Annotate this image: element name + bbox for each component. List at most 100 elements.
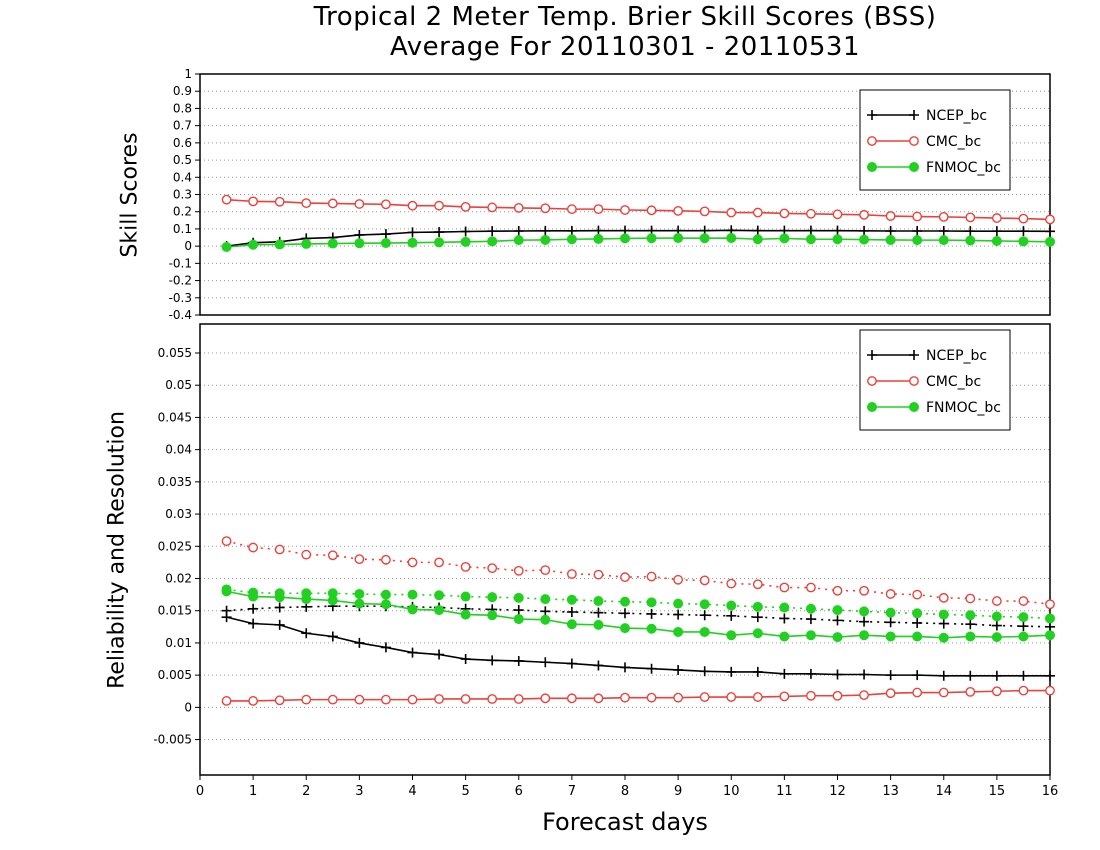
x-tick-label: 5 [461, 784, 469, 799]
data-point-circle [540, 565, 551, 576]
x-tick-label: 1 [249, 784, 257, 799]
x-tick-label: 9 [674, 784, 682, 799]
data-point-circle [460, 694, 471, 704]
legend-marker [867, 136, 877, 146]
data-point-plus [832, 669, 843, 680]
y-tick-label: 0 [184, 700, 192, 714]
data-point-circle [513, 203, 524, 213]
data-point-plus [965, 226, 976, 237]
data-point-plus [965, 619, 976, 630]
data-point-plus [513, 225, 524, 236]
data-point-dot [434, 237, 445, 248]
data-point-circle [885, 211, 896, 221]
data-point-circle [487, 563, 498, 574]
data-point-circle [354, 554, 365, 565]
data-point-plus [912, 670, 923, 681]
data-point-plus [805, 614, 816, 625]
data-point-circle [460, 201, 471, 212]
series-line [226, 540, 1051, 606]
data-point-dot [354, 598, 365, 609]
data-point-circle [434, 557, 444, 568]
x-tick-label: 10 [723, 784, 740, 799]
data-point-dot [487, 610, 498, 621]
y-tick-label: -0.4 [169, 308, 192, 322]
data-point-dot [726, 233, 737, 244]
data-point-dot [726, 600, 737, 611]
data-point-circle [699, 575, 710, 586]
data-point-dot [991, 632, 1002, 643]
data-point-circle [274, 695, 285, 706]
data-point-dot [301, 238, 312, 249]
data-point-dot [673, 598, 684, 609]
data-point-plus [832, 225, 843, 236]
data-point-plus [752, 225, 763, 236]
data-point-plus [566, 606, 577, 617]
data-point-circle [859, 585, 869, 596]
x-tick-label: 0 [196, 784, 204, 799]
data-point-plus [885, 670, 896, 681]
x-tick-label: 12 [829, 784, 846, 799]
data-point-plus [620, 608, 630, 619]
data-point-plus [487, 226, 498, 237]
data-point-plus [221, 605, 232, 616]
data-point-dot [726, 630, 737, 641]
data-point-dot [885, 234, 896, 245]
data-point-circle [938, 687, 949, 698]
data-point-dot [1045, 236, 1055, 247]
data-point-plus [380, 642, 391, 653]
data-point-circle [699, 206, 710, 217]
data-point-dot [779, 602, 790, 613]
data-point-circle [912, 211, 923, 222]
y-tick-label: 0.045 [158, 410, 192, 424]
legend-label: CMC_bc [926, 134, 981, 150]
legend-marker [867, 110, 877, 120]
data-point-circle [991, 213, 1002, 223]
data-point-circle [487, 202, 498, 213]
data-point-dot [673, 233, 684, 244]
data-point-circle [301, 694, 312, 705]
data-point-plus [991, 670, 1002, 681]
x-tick-label: 16 [1042, 784, 1059, 799]
data-point-plus [513, 605, 524, 616]
y-tick-label: 0.1 [173, 222, 192, 236]
data-point-circle [965, 212, 976, 223]
data-point-plus [726, 666, 737, 677]
data-point-dot [965, 631, 976, 642]
data-point-plus [1045, 670, 1055, 681]
data-point-circle [248, 542, 259, 553]
data-point-circle [593, 693, 604, 704]
legend-box [859, 89, 1011, 191]
data-point-dot [1045, 630, 1055, 641]
data-point-dot [380, 589, 391, 600]
y-tick-label: -0.3 [169, 291, 192, 305]
data-point-circle [938, 211, 949, 222]
data-point-circle [354, 199, 365, 209]
data-point-dot [221, 584, 232, 595]
data-point-plus [540, 657, 551, 668]
data-point-dot [407, 589, 418, 600]
data-point-plus [460, 654, 471, 665]
data-point-circle [354, 694, 365, 705]
data-point-circle [885, 589, 896, 599]
data-point-circle [726, 692, 737, 702]
data-point-dot [1018, 236, 1029, 247]
data-point-dot [566, 234, 577, 245]
data-point-circle [806, 582, 816, 593]
series-line [226, 237, 1051, 248]
data-point-circle [779, 691, 790, 702]
data-point-circle [327, 550, 338, 561]
data-point-circle [832, 690, 843, 701]
data-point-plus [779, 613, 790, 624]
data-point-dot [832, 605, 843, 616]
chart-subtitle: Average For 20110301 - 20110531 [389, 32, 860, 62]
data-point-circle [699, 692, 710, 702]
data-point-dot [673, 626, 684, 637]
data-point-circle [513, 565, 524, 576]
data-point-dot [566, 619, 577, 630]
legend-marker [909, 376, 919, 386]
data-point-circle [301, 549, 312, 560]
y-tick-label: 0.2 [173, 205, 192, 219]
data-point-circle [460, 561, 471, 572]
data-point-dot [248, 239, 259, 250]
y-tick-label: 0.3 [173, 188, 192, 202]
